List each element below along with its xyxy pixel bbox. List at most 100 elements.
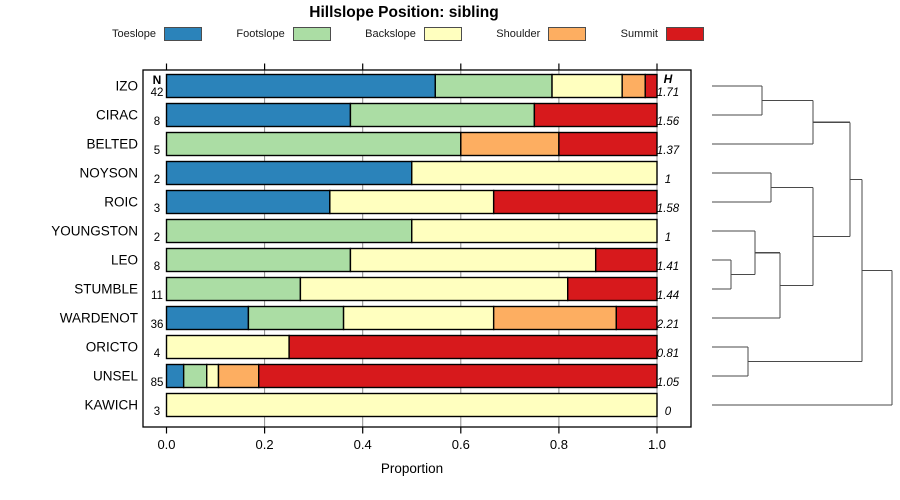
n-value: 2 xyxy=(154,232,160,244)
bar-segment xyxy=(165,392,658,418)
x-tick-label: 0.4 xyxy=(354,437,372,452)
bar-segment xyxy=(492,305,617,331)
bar-segment xyxy=(165,363,185,389)
bar-segment xyxy=(492,189,658,215)
h-value: 1.37 xyxy=(657,145,680,157)
bar-segment xyxy=(247,305,345,331)
legend-item: Shoulder xyxy=(496,27,587,41)
x-tick-label: 0.0 xyxy=(157,437,175,452)
row-label: WARDENOT xyxy=(60,311,138,326)
h-value: 2.21 xyxy=(656,319,679,331)
axis-ticks xyxy=(165,63,658,434)
legend-item: Footslope xyxy=(236,27,331,41)
plot-frame xyxy=(142,69,692,428)
bar-segment xyxy=(460,131,560,157)
x-axis-title: Proportion xyxy=(381,461,443,476)
n-column-header: N xyxy=(153,73,162,87)
legend-item: Backslope xyxy=(365,27,462,41)
legend-swatch xyxy=(548,27,587,41)
row-label: ORICTO xyxy=(86,340,138,355)
bar-segment xyxy=(349,102,536,128)
dendrogram xyxy=(712,85,893,406)
bar-segment xyxy=(299,276,569,302)
h-value: 1.41 xyxy=(657,261,679,273)
row-label: CIRAC xyxy=(96,108,138,123)
plot-border xyxy=(142,69,692,428)
bar-segment xyxy=(551,73,623,99)
row-label: LEO xyxy=(111,253,138,268)
bar-segment xyxy=(288,334,658,360)
row-label: BELTED xyxy=(86,137,138,152)
row-label: UNSEL xyxy=(93,369,139,384)
n-value: 85 xyxy=(151,377,164,389)
legend-swatch xyxy=(164,27,203,41)
bar-segment xyxy=(165,102,352,128)
bar-segment xyxy=(434,73,553,99)
n-value: 8 xyxy=(154,261,160,273)
bar-segment xyxy=(329,189,495,215)
n-value: 8 xyxy=(154,116,160,128)
bar-segment xyxy=(342,305,495,331)
h-value: 1.56 xyxy=(657,116,680,128)
h-value: 1 xyxy=(665,174,671,186)
h-value: 1.05 xyxy=(657,377,680,389)
n-value: 4 xyxy=(154,348,161,360)
x-tick-label: 0.8 xyxy=(550,437,568,452)
bar-segment xyxy=(567,276,658,302)
h-value: 1 xyxy=(665,232,671,244)
bar-segment xyxy=(165,160,413,186)
row-label: KAWICH xyxy=(85,398,139,413)
row-label: YOUNGSTON xyxy=(51,224,138,239)
n-value: 11 xyxy=(151,290,163,302)
legend-label: Backslope xyxy=(365,28,416,40)
bar-segment xyxy=(349,247,597,273)
legend-label: Shoulder xyxy=(496,28,541,40)
h-value: 1.58 xyxy=(657,203,680,215)
x-axis: Proportion 0.0 0.2 0.4 0.6 0.8 1.0 xyxy=(157,437,666,476)
bar-segment xyxy=(594,247,658,273)
legend-label: Summit xyxy=(620,28,658,40)
bar-segment xyxy=(644,73,658,99)
legend: Toeslope Footslope Backslope Shoulder Summit xyxy=(112,25,704,43)
h-column: H 1.71 1.56 1.37 1 1.58 1 1.41 1.44 2.21 0.81 1.05… xyxy=(656,72,680,418)
bar-segment xyxy=(411,160,658,186)
h-value: 0.81 xyxy=(657,348,679,360)
n-value: 3 xyxy=(154,406,160,418)
bar-segment xyxy=(411,218,658,244)
bar-segment xyxy=(621,73,646,99)
bar-segment xyxy=(165,334,290,360)
n-value: 42 xyxy=(151,87,164,99)
n-value: 3 xyxy=(154,203,160,215)
h-value: 1.44 xyxy=(657,290,679,302)
legend-item: Toeslope xyxy=(112,27,203,41)
bar-segment xyxy=(615,305,658,331)
h-column-header: H xyxy=(664,72,673,86)
row-label: IZO xyxy=(116,79,139,94)
bar-segment xyxy=(165,276,302,302)
h-value: 1.71 xyxy=(657,87,679,99)
x-tick-label: 0.2 xyxy=(256,437,274,452)
x-tick-label: 1.0 xyxy=(648,437,666,452)
legend-label: Toeslope xyxy=(112,28,157,40)
bar-segment xyxy=(217,363,260,389)
n-value: 2 xyxy=(154,174,160,186)
row-label: NOYSON xyxy=(79,166,138,181)
chart-title: Hillslope Position: sibling xyxy=(309,4,499,21)
row-label: ROIC xyxy=(104,195,138,210)
legend-swatch xyxy=(665,27,704,41)
row-label: STUMBLE xyxy=(74,282,138,297)
legend-swatch xyxy=(423,27,462,41)
bars-group xyxy=(165,73,658,418)
row-labels: IZO CIRAC BELTED NOYSON ROIC YOUNGSTON LEO STUM… xyxy=(51,79,138,413)
bar-segment xyxy=(165,305,250,331)
bar-segment xyxy=(165,131,462,157)
legend-item: Summit xyxy=(621,27,704,41)
h-value: 0 xyxy=(665,406,672,418)
legend-swatch xyxy=(292,27,331,41)
n-value: 5 xyxy=(154,145,160,157)
bar-segment xyxy=(558,131,658,157)
bar-segment xyxy=(258,363,658,389)
